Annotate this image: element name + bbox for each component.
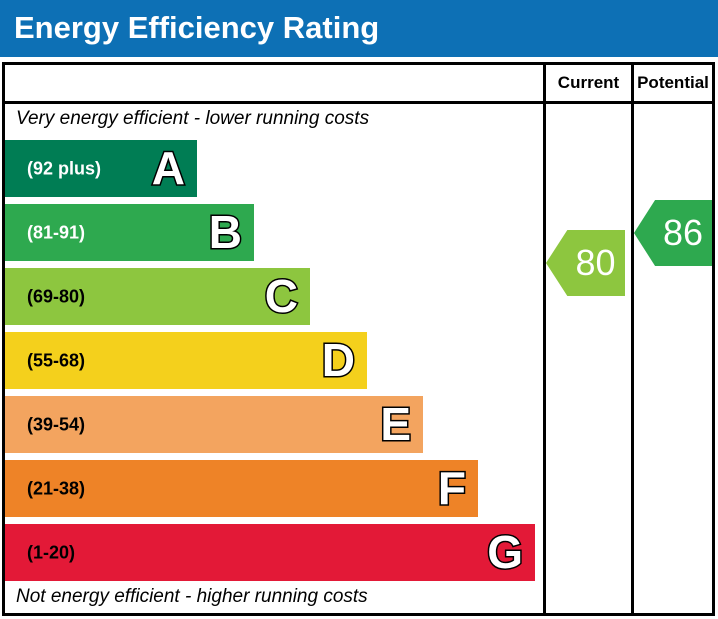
band-c: (69-80) C xyxy=(5,268,310,325)
band-range-label: (92 plus) xyxy=(27,158,102,178)
column-header-current: Current xyxy=(557,73,620,92)
band-range-label: (1-20) xyxy=(27,542,76,562)
potential-rating-value: 86 xyxy=(662,212,704,253)
band-a: (92 plus) A xyxy=(5,140,197,197)
band-b: (81-91) B xyxy=(5,204,254,261)
rating-table: Current Potential Very energy efficient … xyxy=(2,62,715,616)
header-row-divider xyxy=(5,101,712,104)
band-f: (21-38) F xyxy=(5,460,478,517)
chart-title: Energy Efficiency Rating xyxy=(14,10,380,45)
band-letter: B xyxy=(207,205,243,258)
band-range-label: (81-91) xyxy=(27,222,86,242)
column-header-potential: Potential xyxy=(637,73,709,92)
band-letter: D xyxy=(320,333,356,386)
band-g: (1-20) G xyxy=(5,524,535,581)
band-range-label: (69-80) xyxy=(27,286,86,306)
band-d: (55-68) D xyxy=(5,332,367,389)
band-range-label: (39-54) xyxy=(27,414,86,434)
band-letter: A xyxy=(150,141,186,194)
potential-rating-arrow: 86 xyxy=(634,200,712,266)
band-letter: G xyxy=(486,525,525,578)
potential-column-divider xyxy=(631,65,634,613)
current-rating-arrow: 80 xyxy=(546,230,625,296)
top-caption: Very energy efficient - lower running co… xyxy=(16,108,370,129)
bottom-caption: Not energy efficient - higher running co… xyxy=(16,586,368,607)
current-column-divider xyxy=(543,65,546,613)
band-e: (39-54) E xyxy=(5,396,423,453)
current-rating-value: 80 xyxy=(575,242,616,283)
band-range-label: (21-38) xyxy=(27,478,86,498)
band-range-label: (55-68) xyxy=(27,350,86,370)
band-letter: F xyxy=(436,461,467,514)
band-letter: E xyxy=(379,397,413,450)
chart-header: Energy Efficiency Rating xyxy=(0,0,718,57)
band-letter: C xyxy=(263,269,299,322)
